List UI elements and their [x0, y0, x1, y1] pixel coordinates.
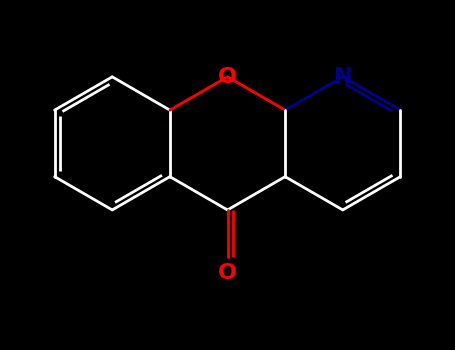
Text: O: O [218, 67, 237, 87]
Text: O: O [218, 263, 237, 283]
Text: N: N [334, 67, 352, 87]
